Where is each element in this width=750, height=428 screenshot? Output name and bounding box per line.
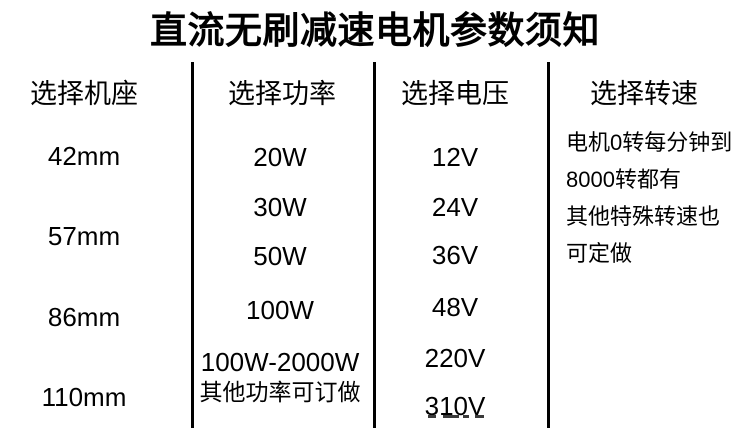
column-header-speed: 选择转速 [590,79,698,109]
frame-size-option: 86mm [47,302,121,332]
power-option: 100W [246,295,314,325]
speed-note-line: 电机0转每分钟到 [566,130,733,155]
voltage-option: 24V [431,192,479,222]
voltage-option: 220V [424,343,486,373]
power-option: 20W [253,142,307,172]
frame-size-option: 57mm [47,221,121,251]
speed-note-line: 可定做 [566,241,633,266]
voltage-option: 36V [431,240,479,270]
power-option: 50W [253,241,307,271]
speed-note: 电机0转每分钟到 8000转都有 其他特殊转速也 可定做 [566,124,750,272]
power-option: 30W [253,192,307,222]
power-custom-note: 其他功率可订做 [199,379,361,405]
frame-size-option: 42mm [47,141,121,171]
frame-size-option: 110mm [41,382,127,412]
column-divider [547,62,550,428]
column-divider [191,62,194,428]
voltage-option: 12V [431,142,479,172]
voltage-option: 48V [431,292,479,322]
page-title: 直流无刷减速电机参数须知 [150,10,600,51]
speed-note-line: 8000转都有 [566,167,681,192]
column-header-voltage: 选择电压 [401,79,509,109]
column-header-power: 选择功率 [228,79,336,109]
column-header-frame-size: 选择机座 [30,79,138,109]
column-divider [373,62,376,428]
speed-note-line: 其他特殊转速也 [566,204,721,229]
power-option: 100W-2000W [200,347,360,377]
